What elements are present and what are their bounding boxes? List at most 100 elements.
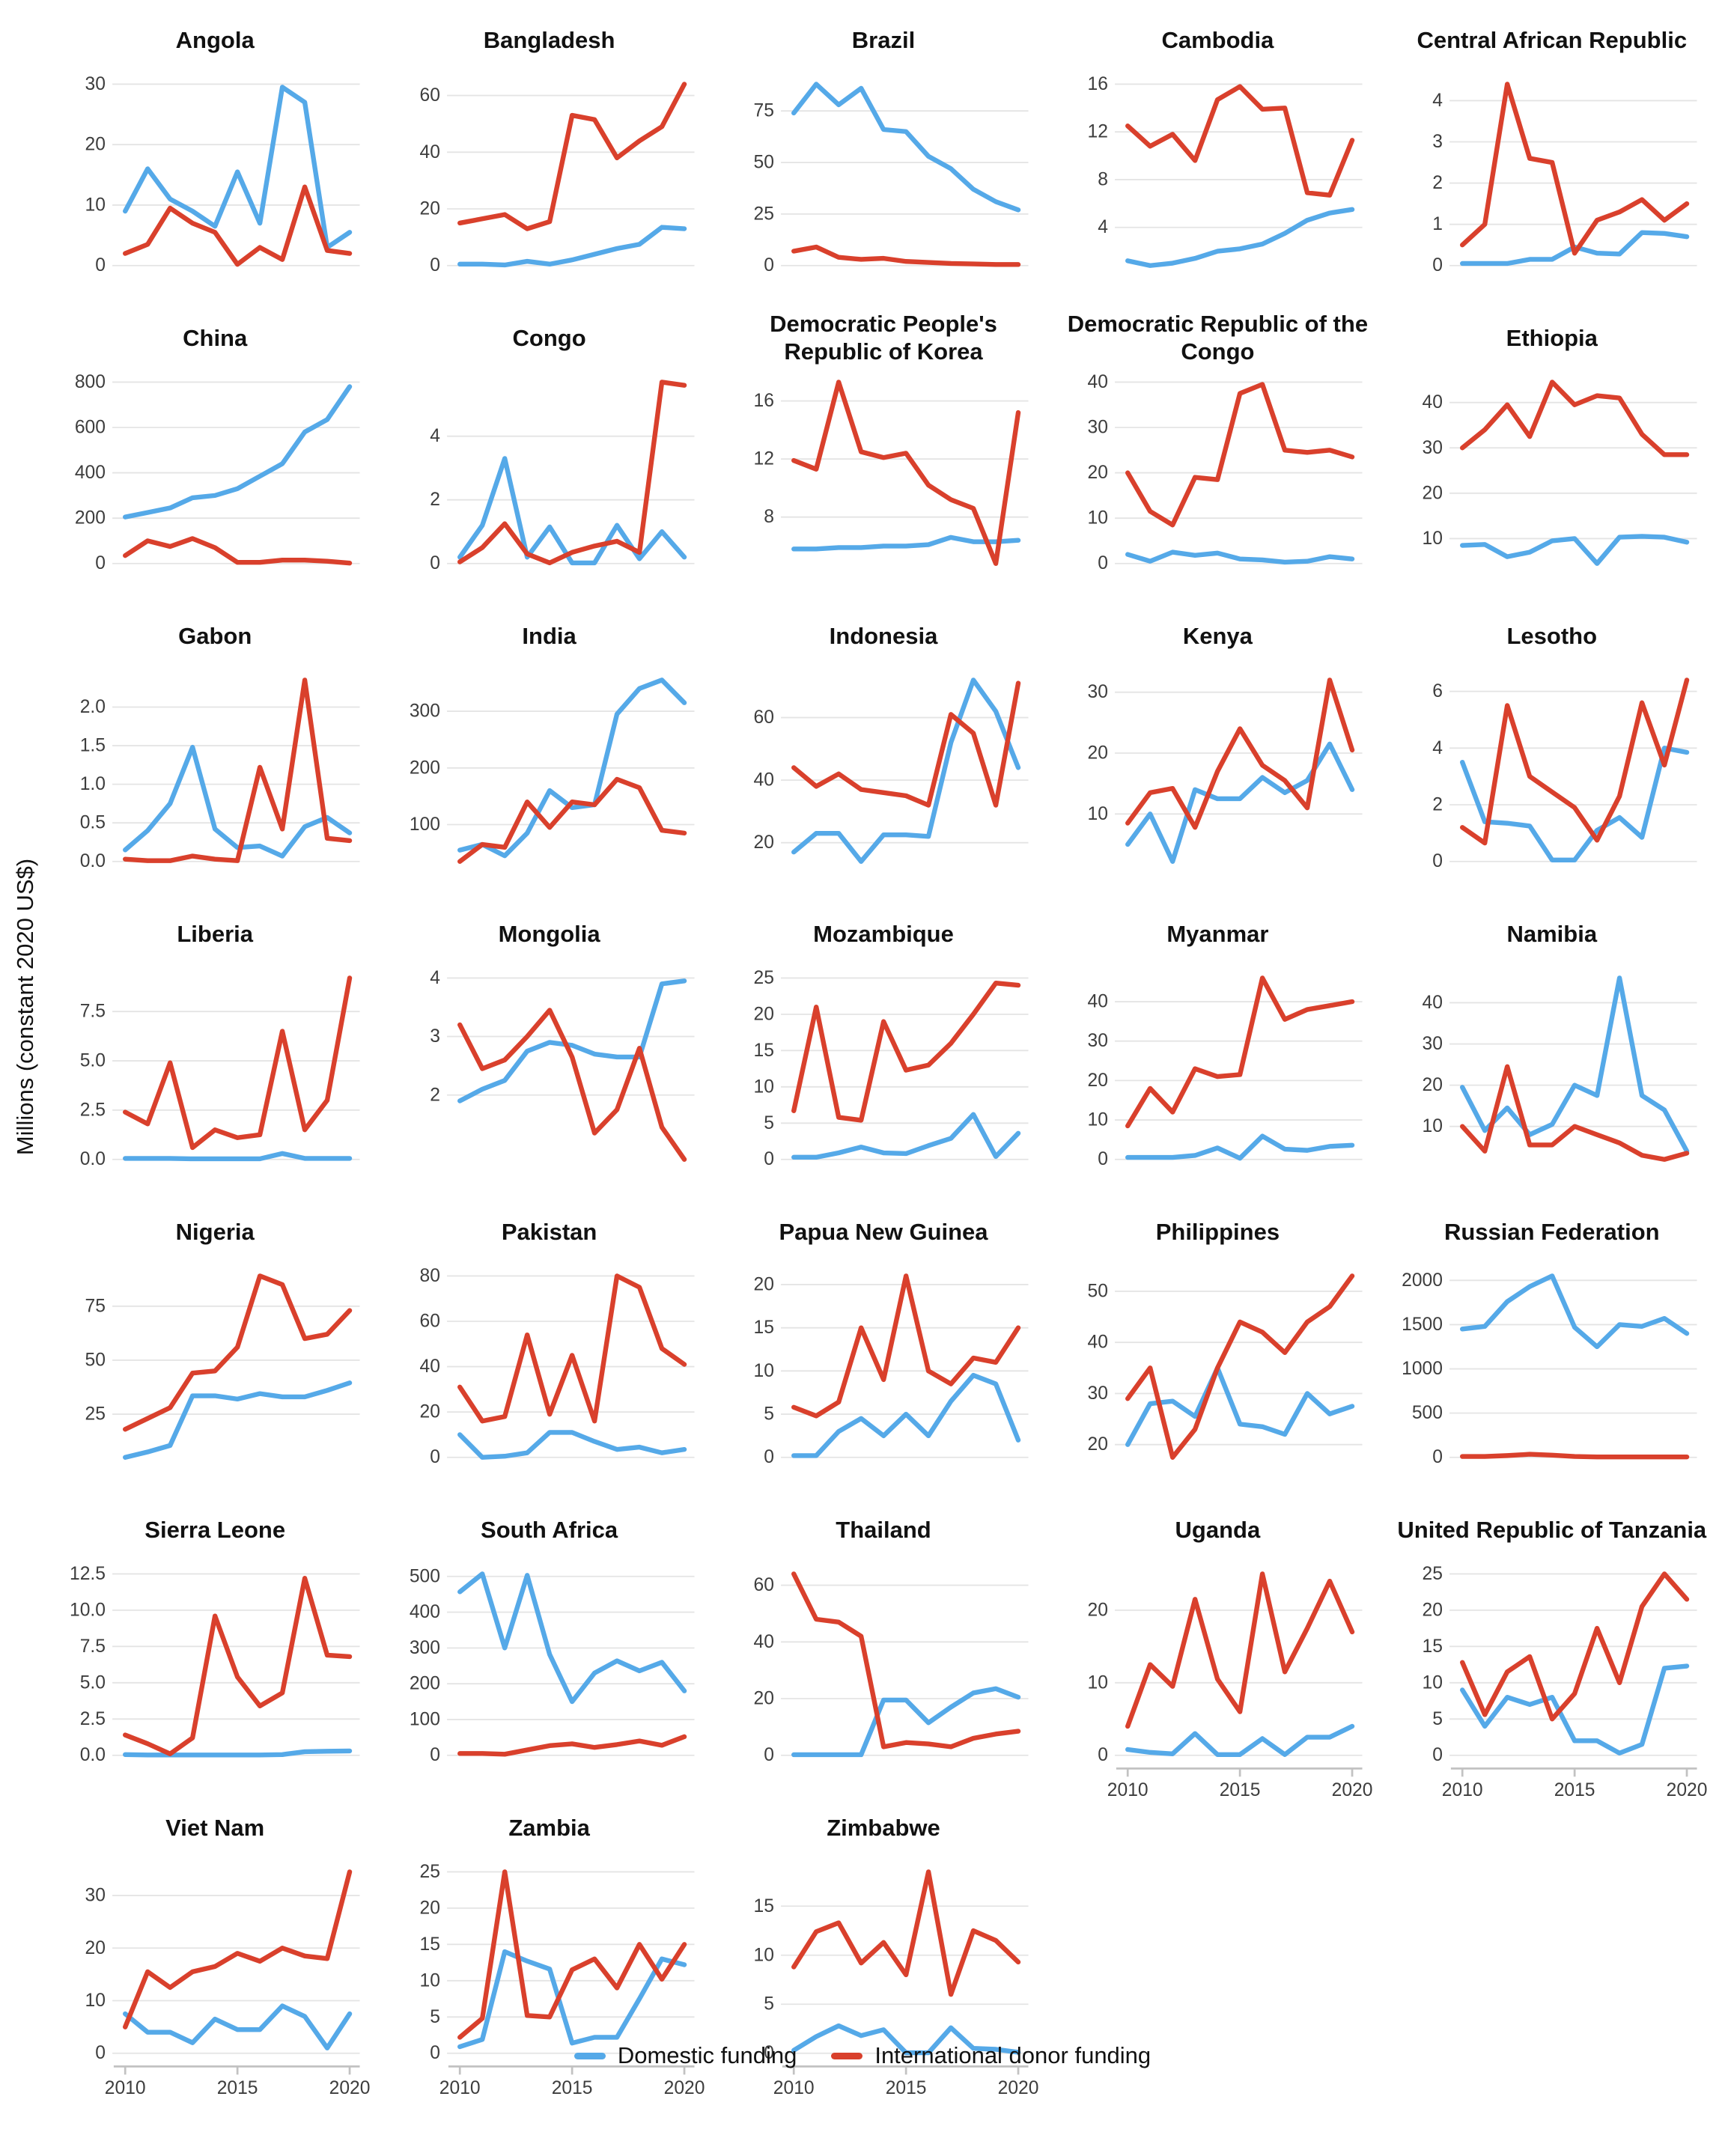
panel-title: Myanmar bbox=[1166, 920, 1269, 947]
panel-angola: Angola 0 10 20 30 bbox=[48, 10, 382, 308]
y-tick-label: 100 bbox=[409, 1709, 439, 1729]
y-tick-label: 2.5 bbox=[80, 1100, 106, 1120]
panel-title: Russian Federation bbox=[1443, 1218, 1660, 1245]
panel-plot: 0 2 4 6 bbox=[1432, 677, 1697, 871]
x-axis: 2010 2015 2020 bbox=[439, 2065, 705, 2096]
y-tick-label: 60 bbox=[754, 707, 774, 728]
gridlines bbox=[112, 381, 360, 564]
international-donor-funding-line bbox=[1125, 1571, 1355, 1729]
y-tick-labels: 25 50 75 bbox=[85, 1296, 106, 1424]
panel-plot: 0 10 20 30 40 bbox=[1088, 371, 1363, 573]
x-tick-label: 2010 bbox=[1442, 1779, 1483, 1798]
y-tick-label: 4 bbox=[1098, 217, 1109, 237]
international-line-swatch bbox=[831, 2052, 863, 2059]
gridlines bbox=[781, 109, 1029, 267]
y-tick-labels: 0 5 10 15 20 25 bbox=[754, 967, 774, 1169]
y-tick-labels: 0 5 10 15 20 25 bbox=[1422, 1563, 1442, 1764]
international-donor-funding-line bbox=[1459, 81, 1690, 255]
y-tick-label: 16 bbox=[754, 391, 774, 411]
y-tick-label: 40 bbox=[419, 1356, 439, 1377]
y-tick-label: 0 bbox=[1098, 1745, 1109, 1765]
gridlines bbox=[1449, 1279, 1697, 1458]
y-tick-label: 40 bbox=[1422, 992, 1442, 1012]
panel-title: Sierra Leone bbox=[144, 1516, 286, 1543]
panel-title: Ethiopia bbox=[1506, 324, 1598, 351]
panel-kenya: Kenya 10 20 30 bbox=[1050, 606, 1384, 904]
international-donor-funding-line bbox=[1125, 381, 1355, 527]
domestic-funding-line bbox=[791, 1372, 1021, 1458]
panel-plot: 20 30 40 50 bbox=[1088, 1273, 1363, 1460]
y-tick-label: 20 bbox=[419, 1898, 439, 1918]
y-tick-labels: 0 5 10 15 20 bbox=[754, 1274, 774, 1467]
panel-title: Uganda bbox=[1175, 1516, 1261, 1543]
y-tick-label: 10 bbox=[1422, 528, 1442, 548]
y-tick-label: 20 bbox=[1088, 743, 1108, 763]
panel-title: Angola bbox=[175, 26, 255, 53]
y-tick-label: 1 bbox=[1432, 214, 1443, 234]
panel-plot: 0 200 400 600 800 bbox=[75, 371, 360, 573]
domestic-funding-line bbox=[1125, 1133, 1355, 1160]
y-tick-label: 75 bbox=[85, 1296, 106, 1316]
y-tick-label: 0 bbox=[430, 2043, 440, 2063]
y-tick-label: 60 bbox=[419, 85, 439, 106]
y-tick-label: 200 bbox=[409, 758, 439, 778]
y-tick-label: 12 bbox=[754, 448, 774, 469]
y-tick-label: 5.0 bbox=[80, 1050, 106, 1071]
domestic-funding-line bbox=[1125, 741, 1355, 864]
y-tick-labels: 20 40 60 bbox=[754, 707, 774, 853]
y-tick-labels: 0 20 40 60 bbox=[754, 1575, 774, 1765]
legend-item-domestic: Domestic funding bbox=[574, 2042, 797, 2069]
domestic-funding-line bbox=[457, 1571, 687, 1704]
panel-china: China 0 200 400 600 800 bbox=[48, 308, 382, 606]
panel-title: Congo bbox=[512, 324, 586, 351]
y-tick-label: 20 bbox=[754, 1274, 774, 1294]
y-tick-label: 40 bbox=[1088, 991, 1108, 1011]
panel-cambodia: Cambodia 4 8 12 16 bbox=[1050, 10, 1384, 308]
international-donor-funding-line bbox=[1125, 83, 1355, 198]
gridlines bbox=[781, 1283, 1029, 1458]
x-tick-label: 2020 bbox=[329, 2077, 371, 2096]
y-tick-label: 12 bbox=[1088, 121, 1108, 141]
panel-sierra-leone: Sierra Leone 0.0 2.5 5.0 7.5 10.0 12.5 bbox=[48, 1500, 382, 1798]
y-tick-label: 25 bbox=[754, 967, 774, 987]
panel-brazil: Brazil 0 25 50 75 bbox=[717, 10, 1050, 308]
y-tick-label: 5.0 bbox=[80, 1672, 106, 1693]
panel-ethiopia: Ethiopia 10 20 30 40 bbox=[1385, 308, 1719, 606]
y-tick-labels: 10 20 30 40 bbox=[1422, 992, 1442, 1136]
domestic-funding-line bbox=[1125, 1723, 1355, 1757]
y-tick-labels: 0 2 4 6 bbox=[1432, 681, 1443, 871]
y-tick-label: 5 bbox=[1432, 1708, 1443, 1729]
domestic-funding-line bbox=[457, 224, 687, 267]
y-axis-label: Millions (constant 2020 US$) bbox=[12, 858, 38, 1156]
y-tick-label: 400 bbox=[75, 463, 106, 483]
panel-title: Namibia bbox=[1506, 920, 1598, 947]
y-tick-label: 15 bbox=[419, 1934, 439, 1954]
y-tick-label: 15 bbox=[754, 1040, 774, 1060]
y-tick-label: 2 bbox=[1432, 794, 1443, 814]
y-tick-labels: 0 100 200 300 400 500 bbox=[409, 1566, 439, 1765]
y-tick-label: 10 bbox=[754, 1360, 774, 1380]
panel-plot: 0.0 2.5 5.0 7.5 bbox=[80, 975, 360, 1169]
panel-title: Pakistan bbox=[501, 1218, 597, 1245]
international-donor-funding-line bbox=[791, 244, 1021, 267]
domestic-funding-line bbox=[123, 1748, 353, 1758]
x-axis: 2010 2015 2020 bbox=[105, 2065, 371, 2096]
panel-title: Nigeria bbox=[175, 1218, 255, 1245]
y-tick-labels: 0.0 2.5 5.0 7.5 10.0 12.5 bbox=[70, 1563, 106, 1764]
y-tick-labels: 20 30 40 50 bbox=[1088, 1281, 1108, 1455]
y-tick-labels: 0 2 4 bbox=[430, 426, 440, 573]
y-tick-label: 2 bbox=[430, 490, 440, 510]
gridlines bbox=[781, 716, 1029, 844]
gridlines bbox=[446, 1575, 695, 1756]
panel-plot: 0 5 10 15 20 25 2010 2015 2020 bbox=[419, 1861, 705, 2096]
y-tick-label: 0.5 bbox=[80, 812, 106, 832]
y-tick-label: 5 bbox=[430, 2006, 440, 2026]
y-tick-label: 75 bbox=[754, 100, 774, 121]
y-tick-label: 16 bbox=[1088, 73, 1108, 94]
panel-plot: 8 12 16 bbox=[754, 379, 1029, 566]
domestic-funding-line bbox=[1125, 549, 1355, 564]
gridlines bbox=[1115, 381, 1363, 564]
panel-title: Viet Nam bbox=[165, 1814, 265, 1841]
domestic-funding-line bbox=[457, 455, 687, 565]
y-tick-labels: 100 200 300 bbox=[409, 701, 439, 834]
